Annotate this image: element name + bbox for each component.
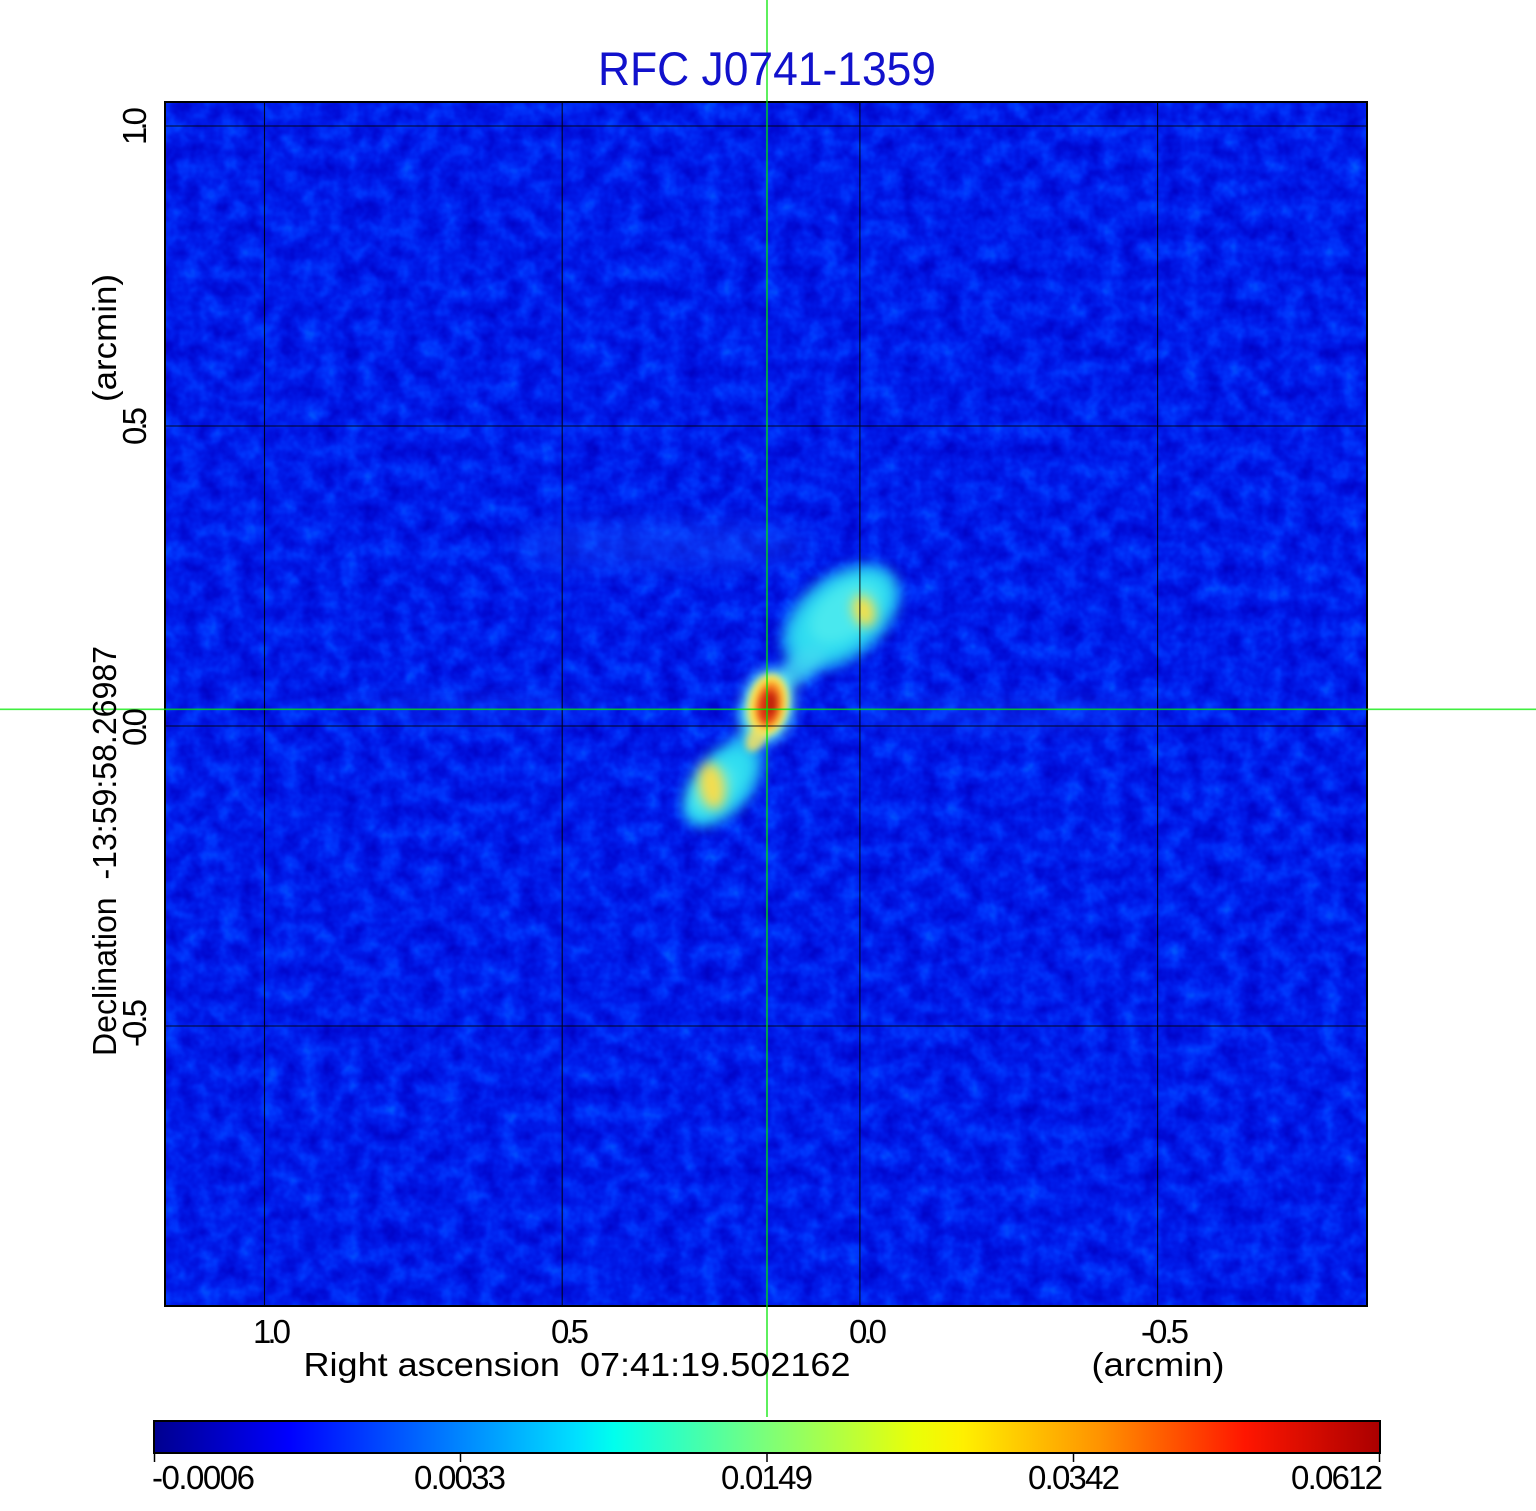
svg-text:-0.5: -0.5 [116, 999, 153, 1047]
svg-text:0.0612: 0.0612 [1291, 1459, 1383, 1496]
svg-text:0.5: 0.5 [116, 407, 153, 445]
svg-text:0.5: 0.5 [551, 1313, 589, 1350]
svg-text:0.0033: 0.0033 [414, 1459, 506, 1496]
svg-text:RFC J0741-1359: RFC J0741-1359 [598, 42, 936, 95]
svg-text:-0.0006: -0.0006 [152, 1459, 255, 1496]
svg-text:1.0: 1.0 [253, 1313, 291, 1350]
svg-text:Declination -13:59:58.26987: Declination -13:59:58.26987 [86, 646, 123, 1056]
svg-text:(arcmin): (arcmin) [86, 274, 123, 402]
svg-text:0.0149: 0.0149 [721, 1459, 813, 1496]
svg-text:0.0: 0.0 [116, 708, 153, 746]
svg-text:0.0342: 0.0342 [1028, 1459, 1120, 1496]
svg-text:(arcmin): (arcmin) [1092, 1346, 1225, 1383]
svg-text:1.0: 1.0 [116, 107, 153, 145]
svg-text:0.0: 0.0 [849, 1313, 887, 1350]
svg-text:Right ascension 07:41:19.5021: Right ascension 07:41:19.502162 [304, 1346, 851, 1383]
svg-text:-0.5: -0.5 [1141, 1313, 1189, 1350]
